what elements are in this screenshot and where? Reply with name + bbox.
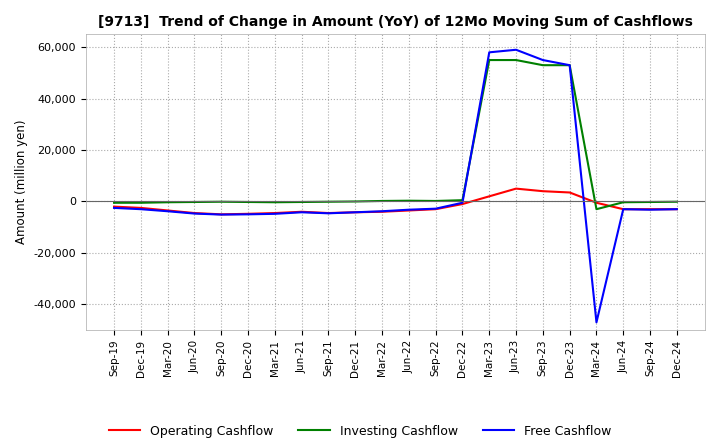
- Operating Cashflow: [405, 208, 413, 213]
- Free Cashflow: [351, 209, 359, 215]
- Operating Cashflow: [109, 204, 118, 209]
- Operating Cashflow: [619, 206, 628, 212]
- Investing Cashflow: [217, 199, 225, 204]
- Line: Investing Cashflow: Investing Cashflow: [114, 60, 677, 209]
- Investing Cashflow: [458, 198, 467, 203]
- Free Cashflow: [244, 212, 253, 217]
- Investing Cashflow: [297, 199, 306, 205]
- Operating Cashflow: [351, 209, 359, 215]
- Investing Cashflow: [244, 199, 253, 205]
- Investing Cashflow: [592, 206, 600, 212]
- Operating Cashflow: [512, 186, 521, 191]
- Free Cashflow: [672, 206, 681, 212]
- Legend: Operating Cashflow, Investing Cashflow, Free Cashflow: Operating Cashflow, Investing Cashflow, …: [104, 420, 616, 440]
- Operating Cashflow: [163, 208, 172, 213]
- Free Cashflow: [565, 62, 574, 68]
- Operating Cashflow: [485, 194, 494, 199]
- Investing Cashflow: [109, 200, 118, 205]
- Operating Cashflow: [137, 205, 145, 211]
- Free Cashflow: [619, 206, 628, 212]
- Operating Cashflow: [646, 206, 654, 212]
- Investing Cashflow: [163, 200, 172, 205]
- Operating Cashflow: [271, 210, 279, 216]
- Operating Cashflow: [244, 211, 253, 216]
- Free Cashflow: [512, 47, 521, 52]
- Free Cashflow: [539, 57, 547, 62]
- Line: Operating Cashflow: Operating Cashflow: [114, 189, 677, 214]
- Operating Cashflow: [217, 212, 225, 217]
- Free Cashflow: [217, 212, 225, 217]
- Investing Cashflow: [619, 200, 628, 205]
- Investing Cashflow: [405, 198, 413, 203]
- Investing Cashflow: [324, 199, 333, 204]
- Operating Cashflow: [297, 209, 306, 214]
- Investing Cashflow: [565, 62, 574, 68]
- Free Cashflow: [163, 209, 172, 214]
- Investing Cashflow: [378, 198, 387, 204]
- Free Cashflow: [378, 209, 387, 214]
- Operating Cashflow: [431, 206, 440, 212]
- Investing Cashflow: [190, 199, 199, 205]
- Free Cashflow: [324, 211, 333, 216]
- Free Cashflow: [458, 200, 467, 205]
- Operating Cashflow: [539, 189, 547, 194]
- Operating Cashflow: [190, 210, 199, 216]
- Operating Cashflow: [458, 202, 467, 207]
- Free Cashflow: [297, 209, 306, 215]
- Investing Cashflow: [431, 198, 440, 204]
- Free Cashflow: [431, 206, 440, 211]
- Investing Cashflow: [672, 199, 681, 204]
- Line: Free Cashflow: Free Cashflow: [114, 50, 677, 323]
- Operating Cashflow: [324, 210, 333, 216]
- Investing Cashflow: [512, 57, 521, 62]
- Investing Cashflow: [137, 200, 145, 205]
- Free Cashflow: [485, 50, 494, 55]
- Investing Cashflow: [271, 200, 279, 205]
- Operating Cashflow: [378, 209, 387, 214]
- Operating Cashflow: [592, 200, 600, 205]
- Free Cashflow: [271, 211, 279, 216]
- Free Cashflow: [646, 207, 654, 213]
- Free Cashflow: [190, 211, 199, 216]
- Operating Cashflow: [672, 206, 681, 212]
- Investing Cashflow: [485, 57, 494, 62]
- Y-axis label: Amount (million yen): Amount (million yen): [15, 120, 28, 245]
- Investing Cashflow: [646, 199, 654, 205]
- Investing Cashflow: [539, 62, 547, 68]
- Investing Cashflow: [351, 199, 359, 204]
- Operating Cashflow: [565, 190, 574, 195]
- Free Cashflow: [137, 206, 145, 212]
- Free Cashflow: [109, 205, 118, 211]
- Free Cashflow: [405, 207, 413, 213]
- Free Cashflow: [592, 320, 600, 325]
- Title: [9713]  Trend of Change in Amount (YoY) of 12Mo Moving Sum of Cashflows: [9713] Trend of Change in Amount (YoY) o…: [98, 15, 693, 29]
